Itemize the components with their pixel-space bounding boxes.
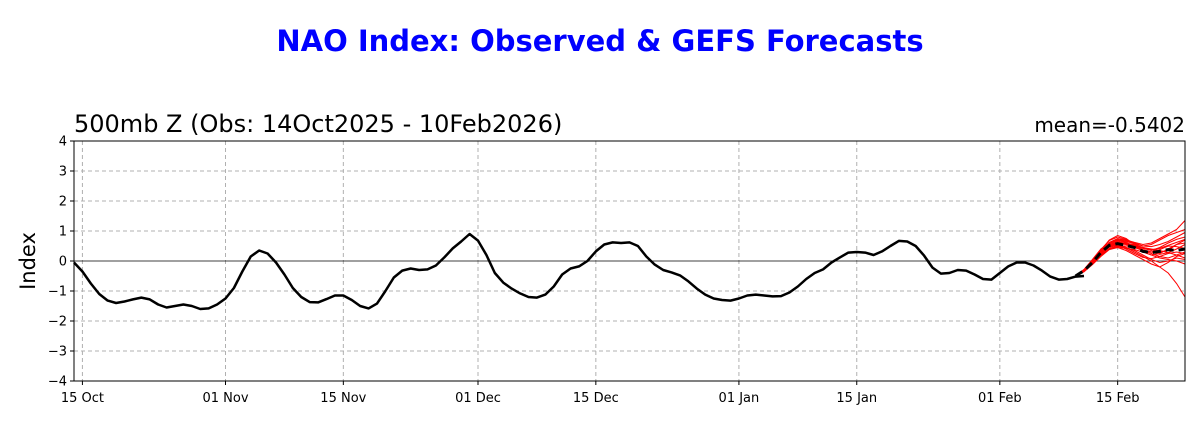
x-tick-label: 15 Feb [1096,391,1140,406]
y-tick-label: 2 [59,195,67,210]
chart-title: NAO Index: Observed & GEFS Forecasts [276,24,923,58]
axis-layer [70,140,1186,385]
y-tick-label: −1 [48,285,67,300]
y-tick-labels: 4 3 2 1 0 −1 −2 −3 −4 [48,135,67,390]
y-tick-label: 0 [59,255,67,270]
x-tick-label: 01 Feb [978,391,1022,406]
x-tick-label: 15 Dec [573,391,619,406]
y-tick-label: 3 [59,165,67,180]
y-tick-label: −4 [48,375,67,390]
ensemble-mean-layer [1074,242,1186,278]
x-tick-labels: 15 Oct 01 Nov 15 Nov 01 Dec 15 Dec 01 Jan 15 J… [61,391,1140,406]
x-tick-label: 01 Jan [719,391,760,406]
chart-subtitle: 500mb Z (Obs: 14Oct2025 - 10Feb2026) [74,110,562,138]
observed-line [73,232,1085,311]
ensemble-member-line [1075,236,1186,277]
observed-series-layer [73,232,1085,311]
y-tick-label: 1 [59,225,67,240]
y-tick-label: −2 [48,315,67,330]
y-axis-label: Index [16,232,40,290]
y-tick-label: 4 [59,135,67,150]
x-tick-label: 15 Nov [320,391,366,406]
x-tick-label: 01 Nov [202,391,248,406]
ensemble-mean-line [1074,242,1186,278]
mean-stat-label: mean=-0.5402 [1034,113,1185,137]
ensemble-member-line [1075,246,1186,277]
x-tick-label: 15 Jan [836,391,877,406]
x-tick-label: 01 Dec [455,391,501,406]
x-tick-label: 15 Oct [61,391,104,406]
ensemble-member-line [1075,232,1186,277]
y-tick-label: −3 [48,345,67,360]
plot-frame [73,140,1186,382]
ensemble-members-layer [1075,220,1186,298]
